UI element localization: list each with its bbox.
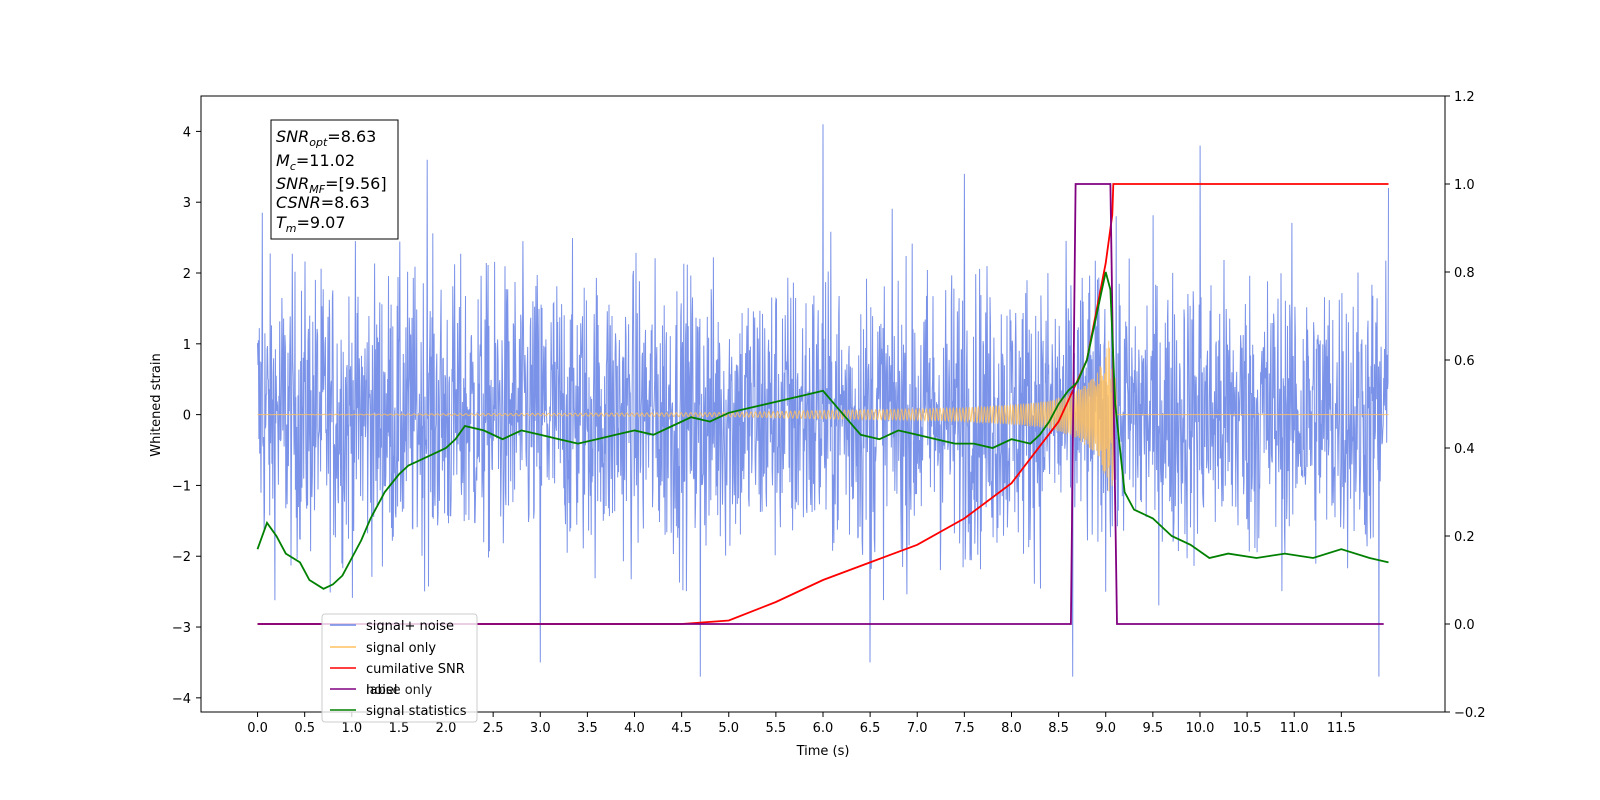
x-tick-label: 6.5	[860, 721, 881, 736]
x-tick-label: 2.0	[436, 721, 457, 736]
x-tick-label: 5.0	[718, 721, 739, 736]
y-right-tick-label: 0.8	[1454, 266, 1475, 281]
x-tick-label: 1.5	[389, 721, 410, 736]
y-right-tick-label: 0.6	[1454, 354, 1475, 369]
y-left-tick-label: 1	[183, 338, 191, 353]
y-axis-label: Whitened strain	[149, 353, 164, 456]
y-right-tick-label: 1.0	[1454, 178, 1475, 193]
y-left-tick-label: 0	[183, 409, 191, 424]
y-right-tick-label: 0.2	[1454, 530, 1475, 545]
x-tick-label: 7.5	[954, 721, 975, 736]
stats-box: SNRopt=8.63 Mc=11.02 SNRMF=[9.56] CSNR=8…	[270, 119, 399, 240]
x-tick-label: 1.0	[341, 721, 362, 736]
stat-snr-mf: SNRMF=[9.56]	[276, 174, 387, 196]
y-left-tick-label: −2	[172, 550, 191, 565]
x-tick-label: 0.0	[247, 721, 268, 736]
stat-mc: Mc=11.02	[276, 151, 355, 173]
y-left-tick-label: −4	[172, 692, 191, 707]
stat-snr-opt: SNRopt=8.63	[276, 127, 376, 149]
x-tick-label: 7.0	[907, 721, 928, 736]
y-left-tick-label: 3	[183, 196, 191, 211]
legend-frame	[321, 613, 478, 723]
plot-frame	[200, 95, 1446, 713]
y-left-tick-label: 2	[183, 267, 191, 282]
y-right-tick-label: 1.2	[1454, 90, 1475, 105]
legend-overlap-text: noise only	[366, 683, 433, 698]
x-tick-label: 3.0	[530, 721, 551, 736]
series-label	[257, 183, 1384, 625]
legend-label-signal-noise: signal+ noise	[366, 619, 454, 634]
x-tick-label: 6.0	[813, 721, 834, 736]
legend-label-label: label	[366, 683, 397, 698]
x-tick-label: 11.0	[1280, 721, 1309, 736]
x-tick-label: 10.5	[1233, 721, 1262, 736]
legend-label-signal-only: signal only	[366, 641, 436, 656]
x-tick-label: 4.5	[671, 721, 692, 736]
ticks-layer: 0.0 0.5 1.0 1.5 2.0 2.5 3.0 3.5 4.0 4.5 5.0 5.5 6.0 6…	[172, 90, 1486, 736]
x-tick-label: 8.0	[1001, 721, 1022, 736]
x-tick-label: 9.0	[1095, 721, 1116, 736]
y-left-tick-label: −1	[172, 479, 191, 494]
y-right-tick-label: 0.0	[1454, 618, 1475, 633]
y-left-tick-label: −3	[172, 621, 191, 636]
x-tick-label: 0.5	[294, 721, 315, 736]
x-tick-label: 3.5	[577, 721, 598, 736]
x-axis-label: Time (s)	[796, 744, 850, 759]
series-signal-statistics	[256, 271, 1389, 590]
y-left-tick-label: 4	[183, 125, 191, 140]
x-tick-label: 8.5	[1048, 721, 1069, 736]
series-cumulative-snr	[257, 183, 1389, 625]
legend: signal+ noise signal only cumilative SNR…	[321, 613, 478, 723]
x-tick-label: 11.5	[1327, 721, 1356, 736]
stat-csnr: CSNR=8.63	[276, 193, 370, 212]
series-layer	[256, 124, 1389, 677]
y-right-tick-label: −0.2	[1454, 706, 1486, 721]
legend-label-cumulative-snr: cumilative SNR	[366, 662, 465, 677]
x-tick-label: 5.5	[766, 721, 787, 736]
x-tick-label: 2.5	[483, 721, 504, 736]
y-right-tick-label: 0.4	[1454, 442, 1475, 457]
legend-label-signal-statistics: signal statistics	[366, 704, 467, 719]
stat-tm: Tm=9.07	[276, 213, 346, 235]
stats-box-frame	[270, 119, 399, 240]
x-tick-label: 9.5	[1143, 721, 1164, 736]
x-tick-label: 4.0	[624, 721, 645, 736]
series-signal-only	[257, 327, 1389, 492]
x-tick-label: 10.0	[1185, 721, 1214, 736]
